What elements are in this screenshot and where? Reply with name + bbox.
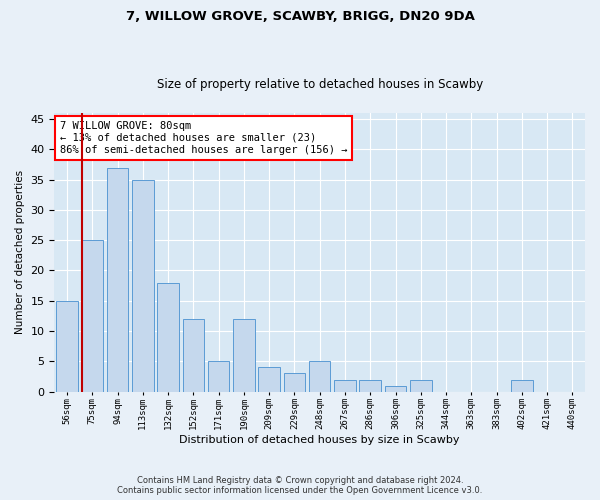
Bar — [284, 374, 305, 392]
Bar — [107, 168, 128, 392]
Text: 7, WILLOW GROVE, SCAWBY, BRIGG, DN20 9DA: 7, WILLOW GROVE, SCAWBY, BRIGG, DN20 9DA — [125, 10, 475, 23]
Text: Contains HM Land Registry data © Crown copyright and database right 2024.
Contai: Contains HM Land Registry data © Crown c… — [118, 476, 482, 495]
Bar — [334, 380, 356, 392]
Bar — [309, 362, 331, 392]
Title: Size of property relative to detached houses in Scawby: Size of property relative to detached ho… — [157, 78, 483, 91]
Bar — [511, 380, 533, 392]
Bar — [132, 180, 154, 392]
Bar — [385, 386, 406, 392]
Text: 7 WILLOW GROVE: 80sqm
← 13% of detached houses are smaller (23)
86% of semi-deta: 7 WILLOW GROVE: 80sqm ← 13% of detached … — [60, 122, 347, 154]
Y-axis label: Number of detached properties: Number of detached properties — [15, 170, 25, 334]
Bar — [410, 380, 431, 392]
Bar — [359, 380, 381, 392]
Bar — [82, 240, 103, 392]
Bar — [56, 301, 78, 392]
Bar — [208, 362, 229, 392]
X-axis label: Distribution of detached houses by size in Scawby: Distribution of detached houses by size … — [179, 435, 460, 445]
Bar — [182, 319, 204, 392]
Bar — [259, 368, 280, 392]
Bar — [233, 319, 254, 392]
Bar — [157, 282, 179, 392]
